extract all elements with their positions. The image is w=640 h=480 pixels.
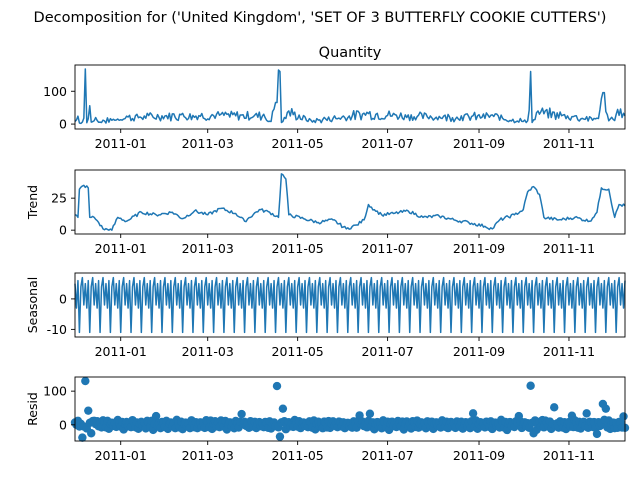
resid-point [468, 409, 478, 418]
resid-point [78, 433, 87, 442]
x-tick-label: 2011-03 [182, 448, 234, 463]
x-tick-label: 2011-03 [182, 344, 234, 359]
resid-point [237, 409, 246, 419]
x-tick-label: 2011-03 [182, 241, 234, 256]
x-tick-label: 2011-01 [95, 344, 147, 359]
x-tick-label: 2011-09 [453, 448, 505, 463]
y-tick-label: 0 [59, 223, 67, 238]
resid-point [526, 381, 535, 390]
resid-point [592, 429, 602, 439]
x-tick-label: 2011-07 [361, 448, 413, 463]
y-tick-label: 0 [59, 117, 67, 132]
x-tick-label: 2011-01 [95, 136, 147, 151]
y-axis-label: Seasonal [25, 277, 40, 334]
y-tick-label: 100 [43, 84, 67, 99]
axes-frame [74, 64, 626, 130]
y-axis-label: Resid [25, 392, 40, 426]
resid-point [87, 429, 96, 438]
panel-1: 0 100 2011-01 2011-03 2011-05 2011-07 2011-09 2… [43, 45, 626, 151]
y-tick-label: 25 [51, 191, 67, 206]
y-tick-label: 0 [59, 417, 67, 432]
x-tick-label: 2011-09 [453, 136, 505, 151]
x-tick-label: 2011-05 [272, 241, 324, 256]
x-tick-label: 2011-01 [95, 241, 147, 256]
y-tick-label: 100 [43, 384, 67, 399]
x-tick-label: 2011-11 [543, 344, 595, 359]
resid-point [619, 412, 628, 421]
resid-point [151, 411, 161, 421]
x-tick-label: 2011-05 [272, 344, 324, 359]
x-tick-label: 2011-09 [453, 241, 505, 256]
x-tick-label: 2011-07 [361, 136, 413, 151]
resid-point [582, 409, 591, 418]
x-tick-label: 2011-11 [543, 448, 595, 463]
resid-point [550, 403, 559, 412]
figure-title: Decomposition for ('United Kingdom', 'SE… [34, 10, 607, 26]
x-tick-label: 2011-01 [95, 448, 147, 463]
x-tick-label: 2011-07 [361, 241, 413, 256]
y-axis-label: Trend [25, 185, 40, 220]
axes-frame [74, 376, 626, 442]
y-tick-label: 0 [59, 291, 67, 306]
axes-frame [74, 169, 626, 235]
panel-title: Quantity [319, 45, 382, 61]
trend-line [74, 173, 626, 231]
x-tick-label: 2011-09 [453, 344, 505, 359]
seasonal-line [74, 276, 626, 334]
resid-point [601, 404, 611, 413]
y-tick-label: -10 [47, 322, 67, 337]
x-tick-label: 2011-05 [272, 136, 324, 151]
resid-point [365, 409, 375, 418]
x-tick-label: 2011-11 [543, 136, 595, 151]
resid-point [84, 406, 93, 415]
resid-point [81, 376, 90, 386]
resid-point [272, 381, 282, 391]
x-tick-label: 2011-03 [182, 136, 234, 151]
panel-4: 0 100 2011-01 2011-03 2011-05 2011-07 2011-09 2… [25, 376, 630, 463]
axes-frame [74, 272, 626, 338]
panel-3: -10 0 2011-01 2011-03 2011-05 2011-07 2011-09 2… [25, 272, 626, 359]
quantity-line [74, 68, 626, 125]
x-tick-label: 2011-11 [543, 241, 595, 256]
resid-point [275, 432, 285, 441]
panel-2: 0 25 2011-01 2011-03 2011-05 2011-07 2011-09 20… [25, 169, 626, 256]
x-tick-label: 2011-07 [361, 344, 413, 359]
resid-point [278, 404, 288, 413]
x-tick-label: 2011-05 [272, 448, 324, 463]
